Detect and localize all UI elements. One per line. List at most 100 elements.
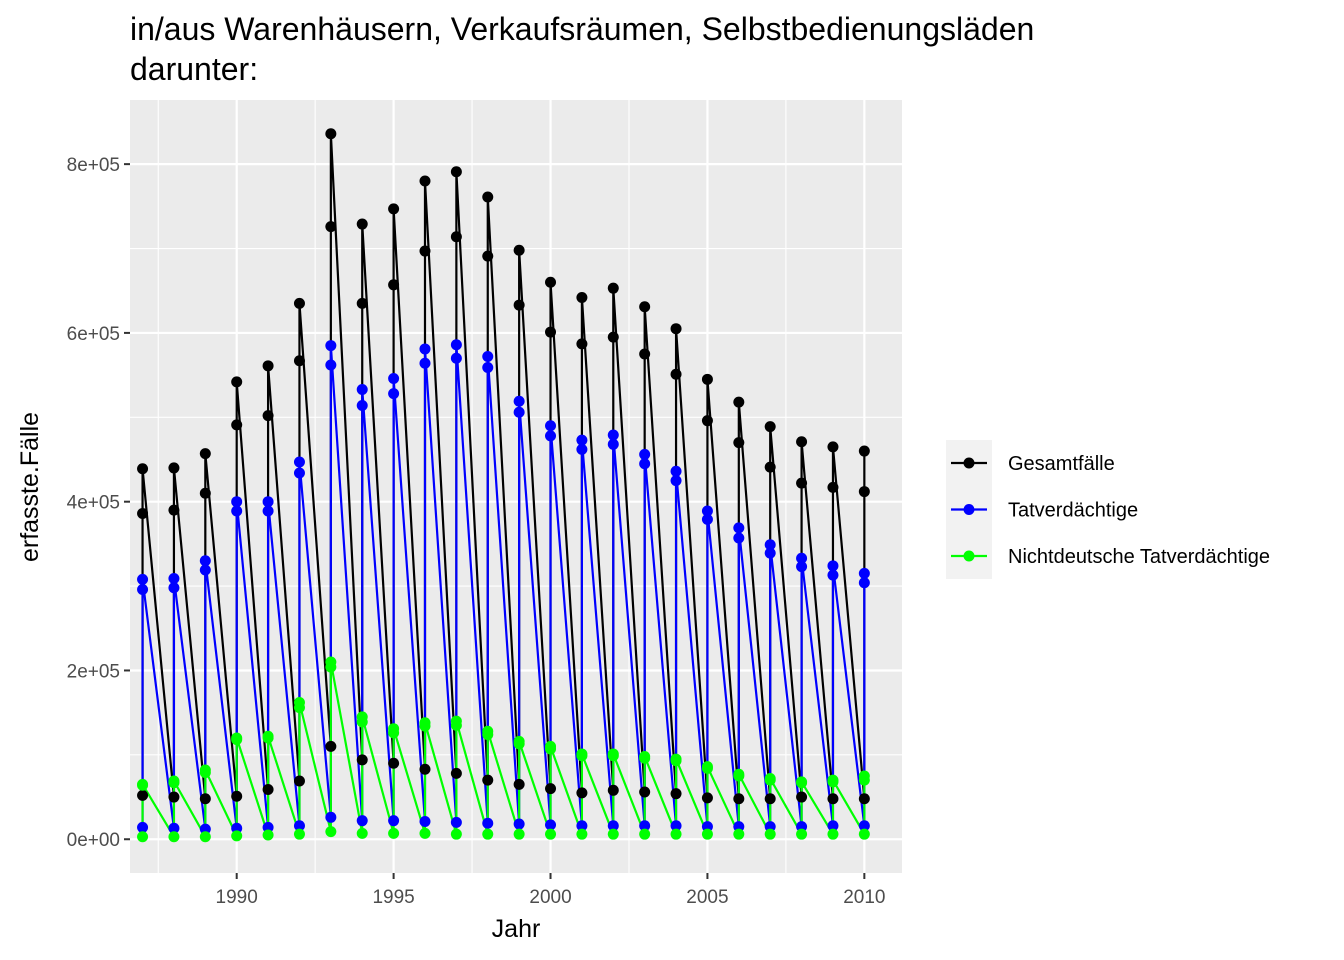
series-point-0 (450, 231, 462, 243)
series-point-0 (576, 787, 588, 799)
series-point-0 (293, 775, 305, 787)
series-point-1 (639, 448, 651, 460)
series-point-0 (231, 376, 243, 388)
series-point-0 (733, 396, 745, 408)
series-point-0 (482, 191, 494, 203)
series-point-0 (670, 368, 682, 380)
series-point-0 (513, 778, 525, 790)
series-point-1 (545, 819, 557, 831)
series-point-0 (388, 757, 400, 769)
series-point-1 (670, 475, 682, 487)
series-point-0 (231, 790, 243, 802)
series-point-0 (858, 793, 870, 805)
series-point-0 (733, 793, 745, 805)
series-point-0 (513, 244, 525, 256)
series-point-1 (199, 555, 211, 567)
series-point-2 (137, 831, 149, 843)
series-point-2 (450, 715, 462, 727)
series-point-0 (796, 791, 808, 803)
axis-ticks: 1990 1995 2000 2005 2010 0e+00 2e+05 4e+05 6e+05… (67, 155, 886, 908)
x-tick-label: 1990 (216, 887, 258, 908)
series-point-1 (827, 560, 839, 572)
series-point-2 (701, 828, 713, 840)
series-point-1 (670, 820, 682, 832)
series-point-2 (482, 725, 494, 737)
series-point-0 (388, 203, 400, 215)
series-point-2 (764, 828, 776, 840)
series-point-2 (419, 717, 431, 729)
series-point-0 (262, 410, 274, 422)
series-point-1 (701, 505, 713, 517)
series-point-0 (293, 355, 305, 367)
series-point-2 (388, 827, 400, 839)
legend-key-point-0 (963, 457, 975, 469)
series-point-1 (388, 372, 400, 384)
series-point-1 (293, 820, 305, 832)
series-point-0 (450, 767, 462, 779)
series-point-0 (419, 245, 431, 257)
y-tick-label: 6e+05 (67, 324, 120, 345)
series-point-0 (733, 437, 745, 449)
series-point-1 (293, 456, 305, 468)
series-line-1 (141, 343, 866, 831)
series-point-0 (325, 221, 337, 233)
x-axis-title: Jahr (492, 915, 541, 943)
series-point-1 (325, 359, 337, 371)
series-point-2 (356, 827, 368, 839)
series-point-0 (827, 481, 839, 493)
series-point-2 (733, 768, 745, 780)
chart-title-line-2: darunter: (130, 51, 258, 87)
series-line-0 (141, 132, 866, 800)
series-point-0 (168, 791, 180, 803)
series-point-0 (796, 477, 808, 489)
series-point-1 (450, 816, 462, 828)
legend-label-0: Gesamtfälle (1008, 453, 1115, 475)
series-point-2 (545, 740, 557, 752)
series-point-1 (231, 505, 243, 517)
series-point-0 (356, 754, 368, 766)
series-point-0 (513, 299, 525, 311)
series-point-2 (513, 735, 525, 747)
series-point-1 (827, 569, 839, 581)
y-axis-title: erfasste.Fälle (16, 412, 44, 562)
series-point-2 (199, 831, 211, 843)
series-point-1 (513, 406, 525, 418)
series-point-1 (607, 438, 619, 450)
series-point-2 (670, 828, 682, 840)
series-point-0 (137, 789, 149, 801)
series-point-0 (701, 415, 713, 427)
series-point-0 (607, 282, 619, 294)
series-point-0 (764, 461, 776, 473)
series-point-0 (262, 360, 274, 372)
series-point-1 (639, 458, 651, 470)
series-point-2 (482, 828, 494, 840)
series-point-2 (325, 656, 337, 668)
series-point-1 (670, 465, 682, 477)
series-point-1 (356, 399, 368, 411)
series-point-0 (764, 793, 776, 805)
series-point-0 (137, 508, 149, 520)
series-point-2 (576, 828, 588, 840)
series-point-1 (858, 567, 870, 579)
x-tick-label: 1995 (372, 887, 414, 908)
series-point-1 (576, 443, 588, 455)
series-point-1 (733, 532, 745, 544)
series-point-1 (388, 388, 400, 400)
series-point-0 (796, 436, 808, 448)
series-point-0 (231, 419, 243, 431)
legend-label-1: Tatverdächtige (1008, 500, 1138, 522)
series-point-1 (450, 339, 462, 351)
series-point-2 (388, 723, 400, 735)
chart-title-line-1: in/aus Warenhäusern, Verkaufsräumen, Sel… (130, 11, 1034, 47)
series-point-1 (325, 811, 337, 823)
series-point-1 (639, 820, 651, 832)
series-point-1 (137, 573, 149, 585)
series-point-0 (670, 323, 682, 335)
series-point-1 (858, 820, 870, 832)
legend: Gesamtfälle Tatverdächtige Nichtdeutsche T… (946, 440, 1270, 579)
series-point-2 (701, 761, 713, 773)
series-point-0 (356, 218, 368, 230)
series-point-1 (262, 505, 274, 517)
series-point-0 (168, 462, 180, 474)
series-point-0 (388, 279, 400, 291)
